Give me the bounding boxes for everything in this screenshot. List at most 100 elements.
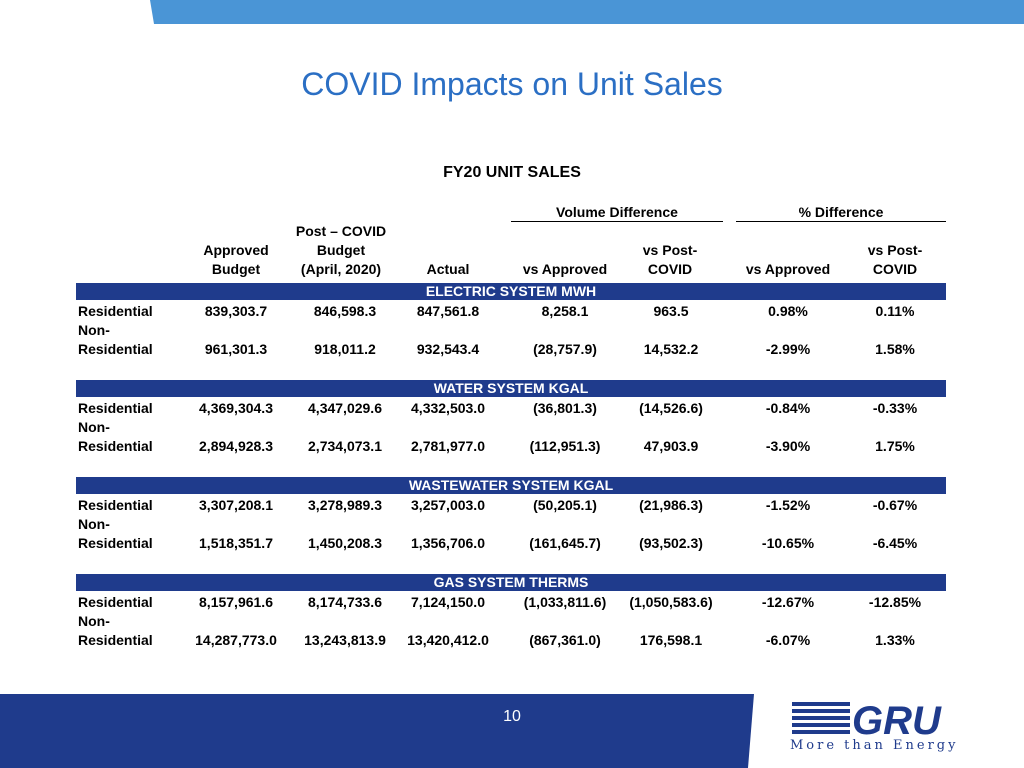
table-row: Residential 4,369,304.3 4,347,029.6 4,332,5… <box>0 398 1024 418</box>
logo-stripe <box>792 723 850 727</box>
table-cell: (28,757.9) <box>533 341 597 357</box>
row-label: Non- <box>78 516 110 532</box>
table-row: Non- Residential 2,894,928.3 2,734,073.1 2,7… <box>0 419 1024 456</box>
col-header-actual: Actual <box>426 261 470 277</box>
table-title: FY20 UNIT SALES <box>443 164 581 181</box>
table-cell: 2,734,073.1 <box>308 438 382 454</box>
col-header-post-covid-budget: Post – COVID Budget (April, 2020) <box>295 223 387 277</box>
logo-tagline: More than Energy <box>790 738 959 753</box>
row-label: Residential <box>78 303 153 319</box>
table-row: Residential 3,307,208.1 3,278,989.3 3,257,0… <box>0 495 1024 515</box>
volume-difference-header: Volume Difference <box>511 204 723 222</box>
top-accent-bar <box>150 0 1024 24</box>
logo-stripe <box>792 709 850 713</box>
table-cell: 1,356,706.0 <box>411 535 485 551</box>
table-cell: 13,420,412.0 <box>407 632 489 648</box>
logo-stripe <box>792 716 850 720</box>
table-cell: -6.45% <box>872 535 918 551</box>
col-header-vol-vs-approved: vs Approved <box>522 261 608 277</box>
page-number: 10 <box>503 708 521 725</box>
row-label: Residential <box>78 594 153 610</box>
table-row: Residential 8,157,961.6 8,174,733.6 7,124,1… <box>0 592 1024 612</box>
section-header: WATER SYSTEM KGAL <box>76 380 946 397</box>
table-cell: 4,332,503.0 <box>411 400 485 416</box>
table-cell: 4,347,029.6 <box>308 400 382 416</box>
table-cell: (21,986.3) <box>639 497 703 513</box>
table-cell: 1.58% <box>875 341 915 357</box>
table-cell: 1,450,208.3 <box>308 535 382 551</box>
table-cell: (50,205.1) <box>533 497 597 513</box>
table-cell: 3,278,989.3 <box>308 497 382 513</box>
table-cell: -6.07% <box>765 632 811 648</box>
table-cell: 7,124,150.0 <box>411 594 485 610</box>
table-cell: 847,561.8 <box>416 303 480 319</box>
table-cell: 932,543.4 <box>416 341 480 357</box>
table-cell: 13,243,813.9 <box>304 632 386 648</box>
row-label: Residential <box>78 438 153 454</box>
table-cell: 2,894,928.3 <box>199 438 273 454</box>
table-cell: -12.85% <box>868 594 922 610</box>
table-cell: (36,801.3) <box>533 400 597 416</box>
table-cell: -2.99% <box>765 341 811 357</box>
table-cell: -0.84% <box>765 400 811 416</box>
row-label: Non- <box>78 322 110 338</box>
table-cell: (14,526.6) <box>639 400 703 416</box>
row-label: Residential <box>78 535 153 551</box>
table-cell: -3.90% <box>765 438 811 454</box>
table-cell: 4,369,304.3 <box>199 400 273 416</box>
table-cell: (161,645.7) <box>529 535 601 551</box>
table-cell: 839,303.7 <box>204 303 268 319</box>
table-cell: 14,532.2 <box>643 341 699 357</box>
row-label: Residential <box>78 400 153 416</box>
table-cell: (112,951.3) <box>529 438 601 454</box>
table-cell: 0.11% <box>875 303 915 319</box>
table-cell: 961,301.3 <box>204 341 268 357</box>
table-cell: 176,598.1 <box>639 632 703 648</box>
table-cell: 918,011.2 <box>314 341 376 357</box>
slide-title: COVID Impacts on Unit Sales <box>301 66 723 102</box>
col-header-pct-vs-post-covid: vs Post- COVID <box>867 242 923 277</box>
table-cell: -12.67% <box>761 594 815 610</box>
table-cell: -0.67% <box>872 497 918 513</box>
col-header-pct-vs-approved: vs Approved <box>745 261 831 277</box>
table-cell: 8,258.1 <box>541 303 589 319</box>
col-header-vol-vs-post-covid: vs Post- COVID <box>642 242 698 277</box>
row-label: Non- <box>78 419 110 435</box>
logo-text: GRU <box>852 700 942 743</box>
table-cell: (1,033,811.6) <box>523 594 607 610</box>
table-cell: 3,307,208.1 <box>199 497 273 513</box>
percent-difference-header: % Difference <box>736 204 946 222</box>
logo-stripe <box>792 702 850 706</box>
table-cell: 2,781,977.0 <box>411 438 485 454</box>
table-cell: -0.33% <box>872 400 918 416</box>
table-cell: 8,157,961.6 <box>199 594 273 610</box>
table-cell: 1.75% <box>875 438 915 454</box>
table-cell: 1.33% <box>875 632 915 648</box>
table-cell: 3,257,003.0 <box>411 497 485 513</box>
section-header: GAS SYSTEM THERMS <box>76 574 946 591</box>
row-label: Residential <box>78 341 153 357</box>
table-cell: 1,518,351.7 <box>199 535 273 551</box>
section-header: ELECTRIC SYSTEM MWH <box>76 283 946 300</box>
table-cell: (1,050,583.6) <box>629 594 713 610</box>
col-header-approved-budget: Approved Budget <box>203 242 269 277</box>
table-cell: 846,598.3 <box>313 303 377 319</box>
table-cell: 0.98% <box>768 303 808 319</box>
row-label: Residential <box>78 497 153 513</box>
table-cell: 47,903.9 <box>643 438 699 454</box>
table-row: Residential 839,303.7 846,598.3 847,561.8 8,… <box>0 301 1024 321</box>
row-label: Residential <box>78 632 153 648</box>
section-header: WASTEWATER SYSTEM KGAL <box>76 477 946 494</box>
table-cell: (867,361.0) <box>529 632 601 648</box>
table-cell: 963.5 <box>653 303 689 319</box>
row-label: Non- <box>78 613 110 629</box>
table-cell: -10.65% <box>761 535 815 551</box>
table-cell: -1.52% <box>765 497 811 513</box>
table-row: Non- Residential 14,287,773.0 13,243,813.9 1… <box>0 613 1024 650</box>
table-cell: 8,174,733.6 <box>308 594 382 610</box>
logo-stripe <box>792 730 850 734</box>
table-cell: (93,502.3) <box>639 535 703 551</box>
table-row: Non- Residential 1,518,351.7 1,450,208.3 1,3… <box>0 516 1024 553</box>
table-row: Non- Residential 961,301.3 918,011.2 932,543… <box>0 322 1024 359</box>
table-cell: 14,287,773.0 <box>195 632 277 648</box>
